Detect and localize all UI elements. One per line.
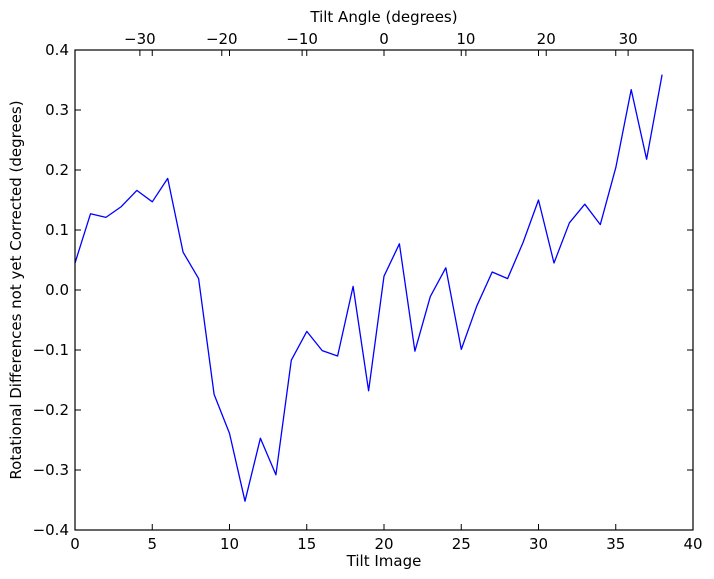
top-tick-label: 0 xyxy=(379,30,389,48)
y-tick-label: 0.2 xyxy=(45,161,69,179)
x-tick-label: 10 xyxy=(220,535,239,553)
x-tick-label: 35 xyxy=(606,535,625,553)
y-tick-label: 0.0 xyxy=(45,281,69,299)
x-tick-label: 15 xyxy=(297,535,316,553)
series-line xyxy=(74,74,663,502)
tick-labels-layer: 0 5 10 15 20 25 30 35 40 0.4 0.3 0.2 0.1 0.0 −0.1 −0.2 −… xyxy=(33,30,703,553)
top-tick-label: 10 xyxy=(456,30,475,48)
x-tick-label: 25 xyxy=(452,535,471,553)
y-tick-label: 0.3 xyxy=(45,101,69,119)
x-tick-label: 0 xyxy=(70,535,80,553)
top-tick-label: −30 xyxy=(124,30,156,48)
x-tick-label: 20 xyxy=(374,535,393,553)
plot-frame xyxy=(74,49,694,531)
top-tick-label: −20 xyxy=(206,30,238,48)
top-tick-label: 20 xyxy=(537,30,556,48)
y-tick-label: −0.1 xyxy=(33,341,69,359)
y-tick-label: −0.3 xyxy=(33,461,69,479)
y-tick-label: 0.1 xyxy=(45,221,69,239)
x-axis-title: Tilt Image xyxy=(346,552,422,570)
y-tick-label: 0.4 xyxy=(45,41,69,59)
series-layer xyxy=(74,74,663,502)
y-tick-label: −0.4 xyxy=(33,521,69,539)
top-tick-label: 30 xyxy=(619,30,638,48)
ticks-layer xyxy=(74,49,694,531)
top-tick-label: −10 xyxy=(286,30,318,48)
y-axis-title: Rotational Differences not yet Corrected… xyxy=(7,100,25,479)
x-tick-label: 5 xyxy=(147,535,157,553)
y-tick-label: −0.2 xyxy=(33,401,69,419)
x-tick-label: 40 xyxy=(683,535,702,553)
x-tick-label: 30 xyxy=(529,535,548,553)
top-x-axis-title: Tilt Angle (degrees) xyxy=(309,8,457,26)
